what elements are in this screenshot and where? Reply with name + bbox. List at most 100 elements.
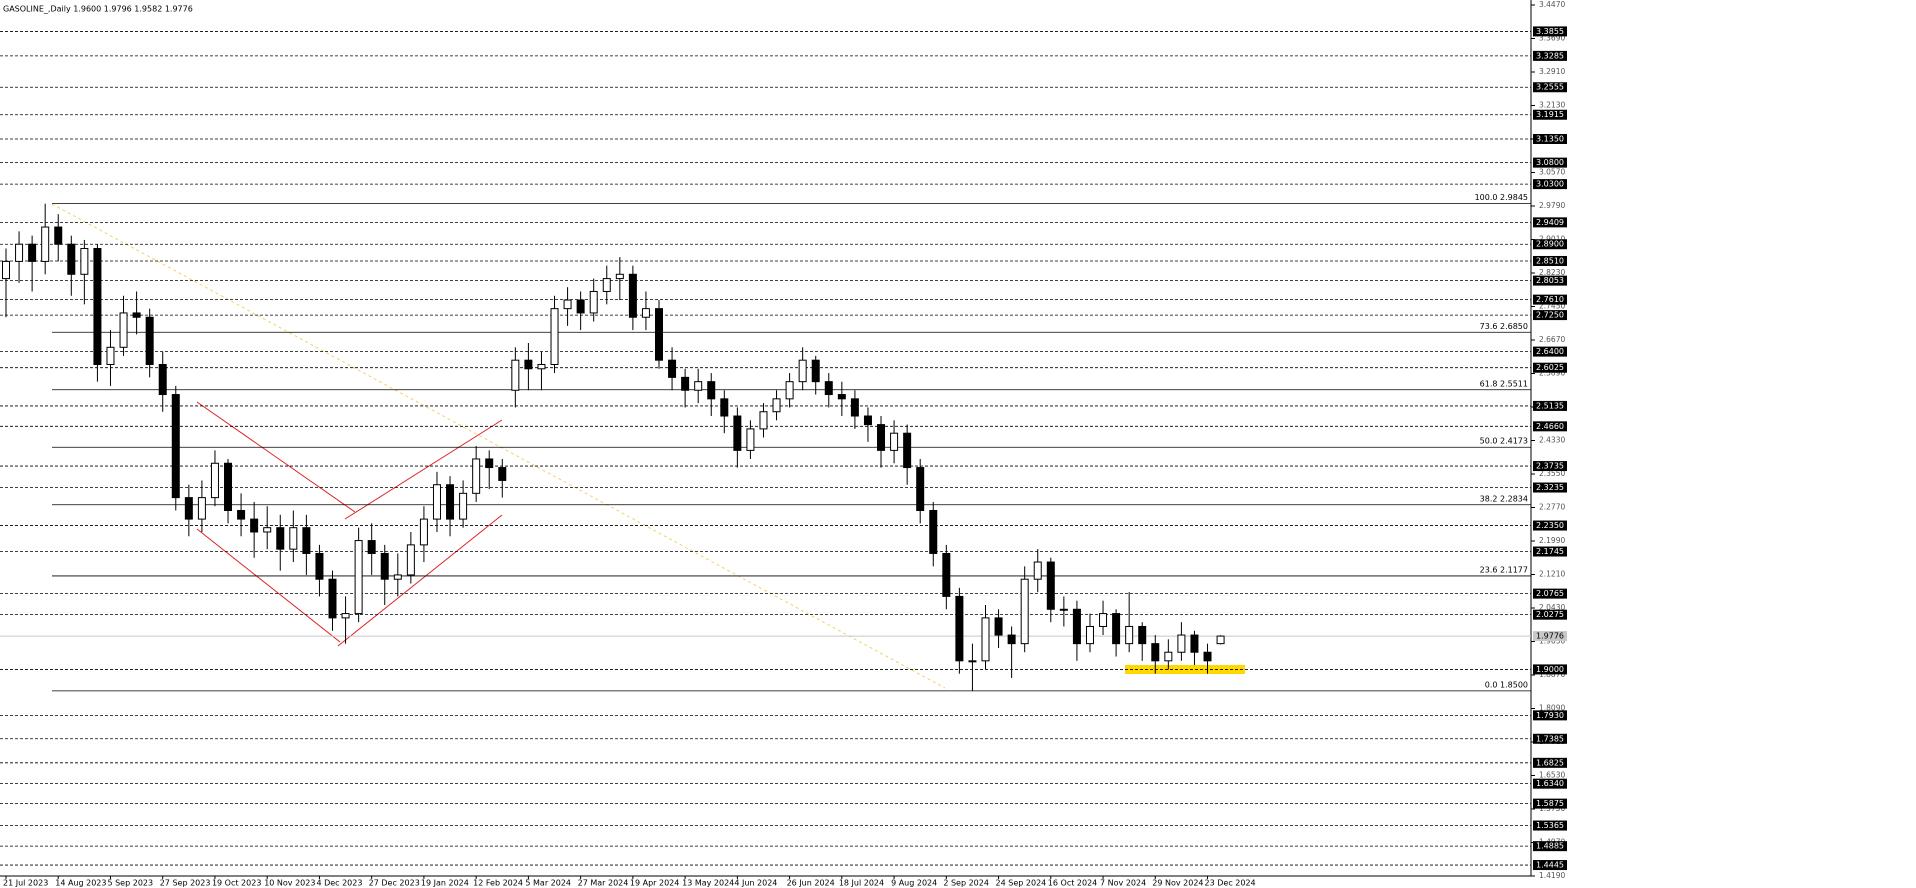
x-tick-label: 5 Sep 2023 xyxy=(107,879,153,888)
candle-body xyxy=(1085,625,1094,645)
candle-body xyxy=(1059,608,1068,611)
y-tick-label: 2.8230 xyxy=(1539,268,1565,277)
level-box xyxy=(1533,421,1567,432)
level-label: 2.9409 xyxy=(1536,218,1564,227)
fib-label: 0.0 1.8500 xyxy=(1485,680,1528,689)
candle-body xyxy=(1125,625,1134,645)
level-label: 3.2555 xyxy=(1536,83,1564,92)
candle-body xyxy=(1007,634,1016,645)
x-tick-label: 18 Jul 2024 xyxy=(839,879,884,888)
x-tick-label: 19 Apr 2024 xyxy=(630,879,679,888)
candle-body xyxy=(1072,608,1081,645)
candle-body xyxy=(903,432,912,469)
y-tick-label: 2.2770 xyxy=(1539,503,1565,512)
level-box xyxy=(1533,109,1567,120)
level-box xyxy=(1533,310,1567,321)
candle-body xyxy=(93,248,102,365)
x-tick-label: 21 Jul 2023 xyxy=(3,879,48,888)
y-tick-label: 2.5890 xyxy=(1539,369,1565,378)
level-box xyxy=(1533,134,1567,144)
fib-label: 100.0 2.9845 xyxy=(1475,193,1528,202)
level-label: 1.5875 xyxy=(1536,799,1564,808)
candle-body xyxy=(1020,578,1029,645)
candle-body xyxy=(981,617,990,662)
level-label: 2.0765 xyxy=(1536,589,1564,598)
channel-line xyxy=(196,401,356,513)
level-box xyxy=(1533,461,1567,472)
candle-body xyxy=(746,428,755,451)
candle-body xyxy=(628,273,637,318)
y-tick-label: 1.8870 xyxy=(1539,670,1565,679)
y-tick-label: 2.4330 xyxy=(1539,436,1565,445)
candle-body xyxy=(798,359,807,383)
candle-body xyxy=(250,518,259,533)
candle-body xyxy=(707,381,716,400)
candle-body xyxy=(955,595,964,662)
level-label: 2.7610 xyxy=(1536,295,1564,304)
y-tick-label: 2.0430 xyxy=(1539,603,1565,612)
level-box xyxy=(1533,26,1567,37)
candle-body xyxy=(302,527,311,554)
candle-body xyxy=(589,290,598,314)
level-label: 2.5135 xyxy=(1536,401,1564,410)
level-label: 2.1745 xyxy=(1536,547,1564,556)
level-label: 1.7385 xyxy=(1536,734,1564,743)
level-label: 2.0275 xyxy=(1536,610,1564,619)
level-label: 2.7250 xyxy=(1536,311,1564,320)
y-tick-label: 2.3550 xyxy=(1539,469,1565,478)
candle-body xyxy=(15,243,24,262)
y-tick-label: 1.6530 xyxy=(1539,771,1565,780)
x-tick-label: 19 Oct 2023 xyxy=(212,879,261,888)
x-tick-label: 27 Sep 2023 xyxy=(160,879,211,888)
candle-body xyxy=(1203,651,1212,662)
candle-body xyxy=(210,462,219,499)
candle-body xyxy=(485,458,494,469)
candle-body xyxy=(733,415,742,451)
x-tick-label: 4 Dec 2023 xyxy=(316,879,362,888)
candle-body xyxy=(341,613,350,619)
candle-body xyxy=(1190,634,1199,653)
level-label: 2.2350 xyxy=(1536,521,1564,530)
x-tick-label: 24 Sep 2024 xyxy=(996,879,1047,888)
level-label: 1.6340 xyxy=(1536,779,1564,788)
x-tick-label: 13 May 2024 xyxy=(682,879,734,888)
candle-body xyxy=(602,278,611,292)
candle-body xyxy=(1112,613,1121,645)
candle-body xyxy=(263,527,272,533)
x-tick-label: 27 Dec 2023 xyxy=(369,879,420,888)
candle-body xyxy=(289,527,298,550)
candle-body xyxy=(1177,634,1186,653)
level-box xyxy=(1533,520,1567,531)
x-tick-label: 7 Nov 2024 xyxy=(1100,879,1146,888)
y-tick-label: 3.4470 xyxy=(1539,0,1565,9)
candle-body xyxy=(459,492,468,520)
candle-body xyxy=(132,312,141,318)
candle-body xyxy=(994,617,1003,636)
level-label: 3.1350 xyxy=(1536,135,1564,144)
candle-body xyxy=(472,458,481,494)
level-box xyxy=(1533,546,1567,557)
last-price-label: 1.9776 xyxy=(1536,632,1564,641)
candle-body xyxy=(328,578,337,619)
level-label: 2.3235 xyxy=(1536,483,1564,492)
candle-body xyxy=(367,540,376,554)
level-box xyxy=(1533,255,1567,266)
fib-label: 23.6 2.1177 xyxy=(1480,565,1528,574)
candle-body xyxy=(1151,643,1160,662)
candle-body xyxy=(106,346,115,365)
x-tick-label: 26 Jun 2024 xyxy=(787,879,835,888)
candle-body xyxy=(184,497,193,520)
level-box xyxy=(1533,362,1567,373)
candle-body xyxy=(759,411,768,430)
candle-body xyxy=(1033,561,1042,580)
candle-body xyxy=(537,363,546,370)
level-label: 1.5365 xyxy=(1536,821,1564,830)
level-label: 3.1915 xyxy=(1536,110,1564,119)
candle-body xyxy=(237,510,246,520)
level-box xyxy=(1533,609,1567,620)
level-label: 1.4885 xyxy=(1536,842,1564,851)
level-box xyxy=(1533,798,1567,809)
candle-body xyxy=(197,497,206,520)
